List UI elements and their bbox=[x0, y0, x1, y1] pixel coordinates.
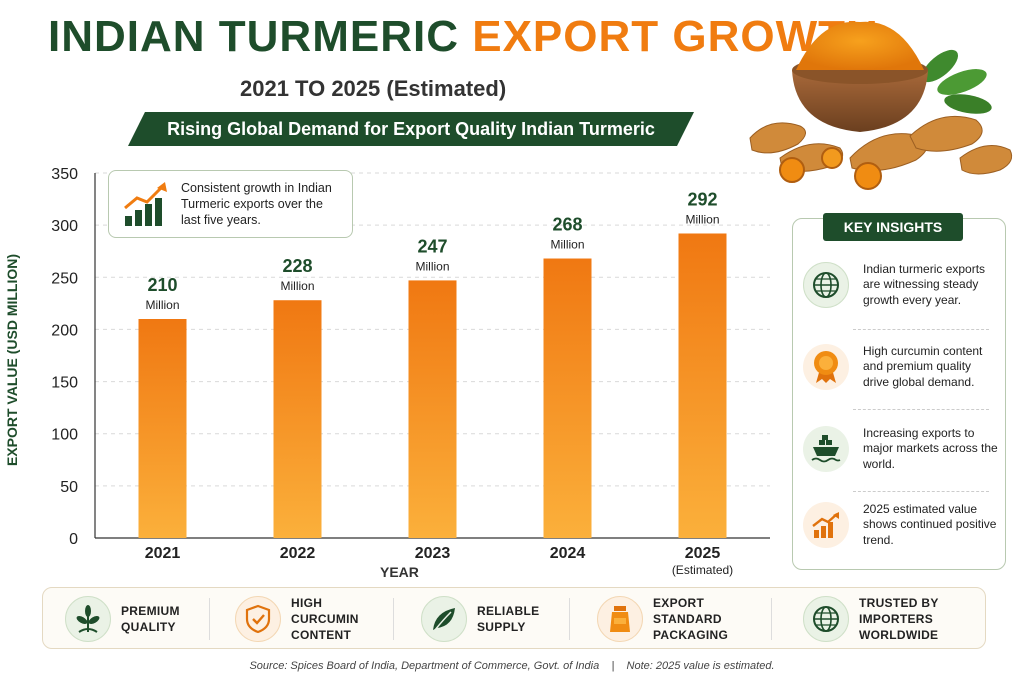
x-tick-label: 2025 bbox=[685, 545, 721, 562]
y-tick-label: 300 bbox=[51, 218, 78, 235]
feature-item: PREMIUM QUALITY bbox=[65, 594, 191, 644]
growth-chart-icon bbox=[124, 182, 167, 226]
note-text: Note: 2025 value is estimated. bbox=[626, 660, 775, 672]
bar-unit-label: Million bbox=[145, 298, 179, 312]
x-tick-label: 2022 bbox=[280, 545, 316, 562]
insight-divider bbox=[853, 329, 989, 330]
feature-item: EXPORT STANDARD PACKAGING bbox=[597, 594, 735, 644]
y-tick-label: 200 bbox=[51, 322, 78, 339]
feature-label: HIGH CURCUMIN CONTENT bbox=[291, 596, 359, 642]
key-insights-panel: KEY INSIGHTS Indian turmeric exports are… bbox=[792, 213, 1006, 570]
feature-label: TRUSTED BY IMPORTERS WORLDWIDE bbox=[859, 596, 939, 642]
feature-label: EXPORT STANDARD PACKAGING bbox=[653, 596, 729, 642]
callout-text: Consistent growth in Indian Turmeric exp… bbox=[181, 181, 332, 227]
x-tick-label: 2024 bbox=[550, 545, 586, 562]
key-insights-title: KEY INSIGHTS bbox=[823, 213, 963, 241]
feature-item: RELIABLE SUPPLY bbox=[421, 594, 547, 644]
insight-item: Indian turmeric exports are witnessing s… bbox=[803, 255, 999, 315]
bar bbox=[678, 233, 727, 538]
feature-divider bbox=[771, 598, 772, 640]
turmeric-illustration bbox=[749, 21, 1013, 190]
leaf-icon bbox=[421, 596, 467, 642]
trend-up-icon bbox=[803, 502, 849, 548]
bar bbox=[138, 319, 187, 538]
feature-label: RELIABLE SUPPLY bbox=[477, 604, 540, 634]
y-tick-label: 50 bbox=[60, 479, 78, 496]
title-part-1: INDIAN TURMERIC bbox=[48, 12, 459, 61]
footer-separator: | bbox=[611, 660, 615, 672]
x-tick-label: 2023 bbox=[415, 545, 451, 562]
x-tick-note: (Estimated) bbox=[672, 563, 733, 577]
insight-divider bbox=[853, 409, 989, 410]
insight-text: 2025 estimated value shows continued pos… bbox=[863, 501, 997, 547]
feature-divider bbox=[209, 598, 210, 640]
y-tick-label: 0 bbox=[69, 531, 78, 548]
feature-divider bbox=[569, 598, 570, 640]
bar-value-label: 292 bbox=[687, 189, 717, 209]
bar-value-label: 247 bbox=[417, 236, 447, 256]
ship-icon bbox=[803, 426, 849, 472]
insight-text: Indian turmeric exports are witnessing s… bbox=[863, 261, 986, 307]
bar-unit-label: Million bbox=[415, 259, 449, 273]
page-title: INDIAN TURMERIC EXPORT GROWTH bbox=[48, 12, 879, 62]
growth-callout: Consistent growth in Indian Turmeric exp… bbox=[108, 170, 353, 238]
globe-icon bbox=[803, 262, 849, 308]
x-axis-label: YEAR bbox=[380, 564, 419, 580]
insight-item: 2025 estimated value shows continued pos… bbox=[803, 495, 999, 555]
insight-item: High curcumin content and premium qualit… bbox=[803, 337, 999, 397]
features-strip: PREMIUM QUALITY HIGH CURCUMIN CONTENT RE… bbox=[42, 587, 986, 649]
feature-item: TRUSTED BY IMPORTERS WORLDWIDE bbox=[803, 594, 949, 644]
y-tick-label: 350 bbox=[51, 166, 78, 183]
feature-label: PREMIUM QUALITY bbox=[121, 604, 180, 634]
y-tick-label: 150 bbox=[51, 375, 78, 392]
source-text: Source: Spices Board of India, Departmen… bbox=[249, 660, 600, 672]
x-tick-label: 2021 bbox=[145, 545, 181, 562]
bar-value-label: 228 bbox=[282, 256, 312, 276]
bar bbox=[408, 280, 457, 538]
shield-check-icon bbox=[235, 596, 281, 642]
insight-divider bbox=[853, 491, 989, 492]
globe-icon bbox=[803, 596, 849, 642]
award-badge-icon bbox=[803, 344, 849, 390]
y-tick-label: 100 bbox=[51, 427, 78, 444]
bar-chart: 0 50 100 150 200 250 300 350 210 Million 2021 228 Mi… bbox=[51, 166, 770, 577]
plant-icon bbox=[65, 596, 111, 642]
bar-unit-label: Million bbox=[280, 279, 314, 293]
banner: Rising Global Demand for Export Quality … bbox=[128, 112, 694, 146]
bar bbox=[273, 300, 322, 538]
feature-item: HIGH CURCUMIN CONTENT bbox=[235, 594, 371, 644]
source-footer: Source: Spices Board of India, Departmen… bbox=[0, 660, 1024, 672]
bar-unit-label: Million bbox=[685, 212, 719, 226]
bar-unit-label: Million bbox=[550, 238, 584, 252]
insight-item: Increasing exports to major markets acro… bbox=[803, 419, 999, 479]
y-tick-label: 250 bbox=[51, 270, 78, 287]
bar bbox=[543, 258, 592, 538]
insight-text: High curcumin content and premium qualit… bbox=[863, 343, 983, 389]
package-icon bbox=[597, 596, 643, 642]
feature-divider bbox=[393, 598, 394, 640]
bar-value-label: 268 bbox=[552, 215, 582, 235]
insight-text: Increasing exports to major markets acro… bbox=[863, 425, 998, 471]
bar-value-label: 210 bbox=[147, 275, 177, 295]
subtitle: 2021 TO 2025 (Estimated) bbox=[240, 76, 507, 101]
